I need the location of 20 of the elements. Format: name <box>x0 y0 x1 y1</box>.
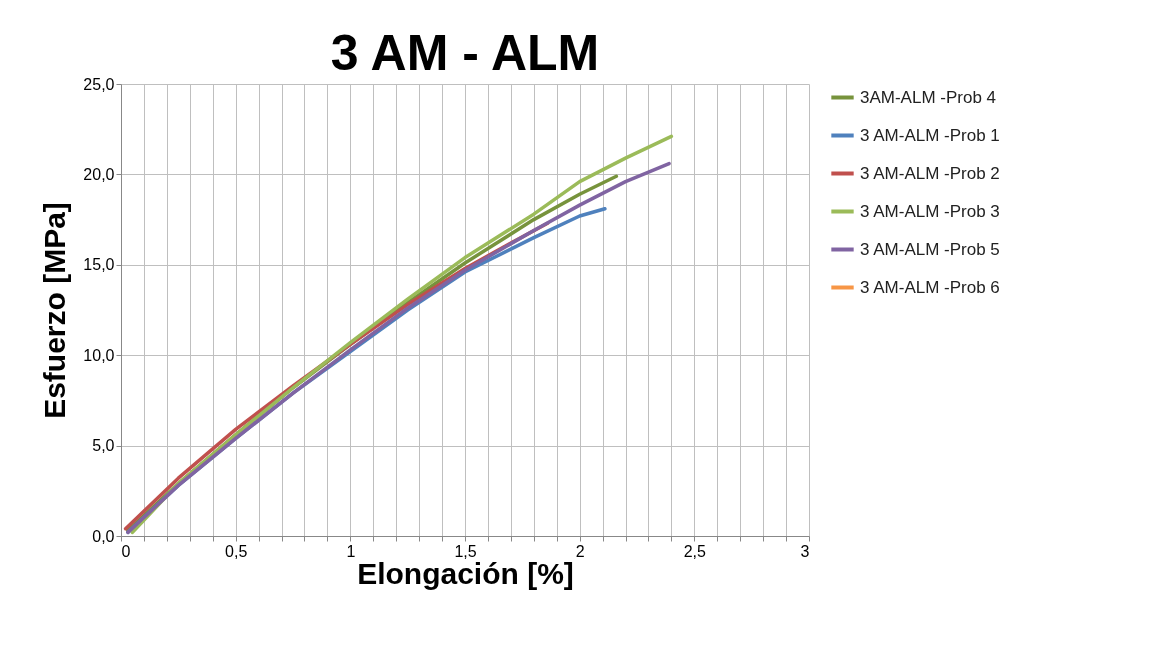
y-tick-label: 25,0 <box>83 75 115 93</box>
y-axis-title: Esfuerzo [MPa] <box>38 202 72 419</box>
legend-label: 3 AM-ALM -Prob 5 <box>860 239 1000 259</box>
y-tick-label: 5,0 <box>92 437 115 455</box>
x-tick-label: 0,5 <box>225 542 248 560</box>
chart-title: 3 AM - ALM <box>330 25 600 81</box>
y-tick-label: 10,0 <box>83 346 115 364</box>
legend-label: 3 AM-ALM -Prob 6 <box>860 277 1000 297</box>
legend-label: 3AM-ALM -Prob 4 <box>860 87 997 107</box>
legend-label: 3 AM-ALM -Prob 1 <box>860 125 1000 145</box>
x-tick-label: 2,5 <box>683 542 707 560</box>
x-tick-label: 1 <box>346 542 356 560</box>
x-tick-label: 3 <box>800 542 810 560</box>
y-tick-label: 15,0 <box>83 256 115 274</box>
y-tick-label: 20,0 <box>83 165 115 183</box>
x-tick-label: 0 <box>121 542 131 560</box>
legend-label: 3 AM-ALM -Prob 2 <box>860 163 1000 183</box>
y-tick-label: 0,0 <box>92 527 115 545</box>
x-tick-label: 2 <box>575 542 585 560</box>
legend-label: 3 AM-ALM -Prob 3 <box>860 201 1000 221</box>
